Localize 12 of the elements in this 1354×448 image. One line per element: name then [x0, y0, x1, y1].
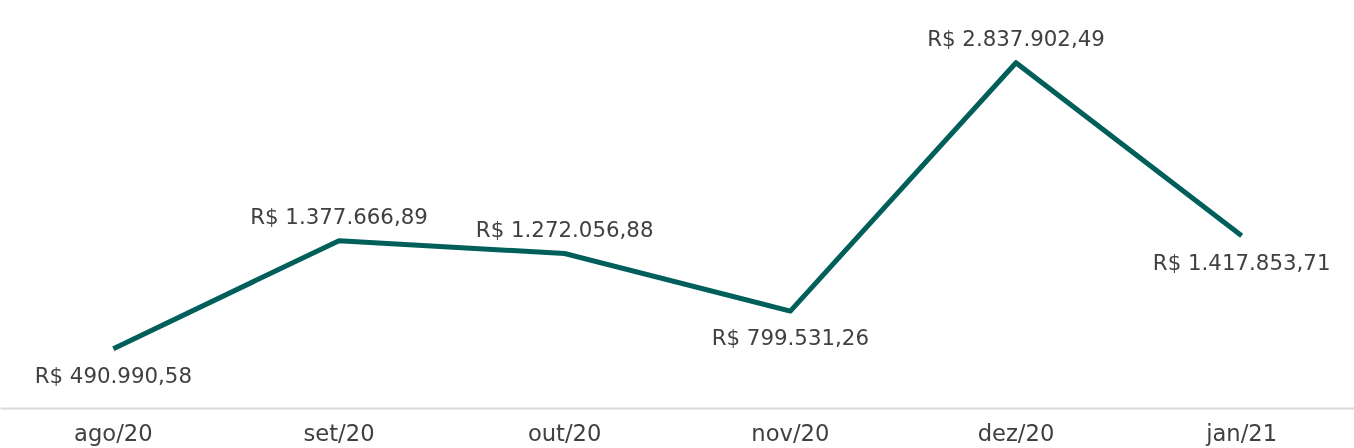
- x-tick-label: dez/20: [977, 419, 1055, 446]
- data-label: R$ 1.272.056,88: [475, 216, 654, 242]
- data-label: R$ 490.990,58: [34, 362, 192, 388]
- x-tick-label: set/20: [303, 419, 375, 446]
- x-tick-label: ago/20: [74, 419, 153, 446]
- data-label: R$ 1.417.853,71: [1152, 249, 1331, 275]
- data-label: R$ 2.837.902,49: [927, 25, 1105, 51]
- data-label: R$ 1.377.666,89: [250, 203, 428, 229]
- data-label: R$ 799.531,26: [711, 325, 869, 351]
- x-tick-label: nov/20: [751, 419, 830, 446]
- x-tick-label: jan/21: [1205, 419, 1278, 446]
- x-tick-label: out/20: [527, 419, 602, 446]
